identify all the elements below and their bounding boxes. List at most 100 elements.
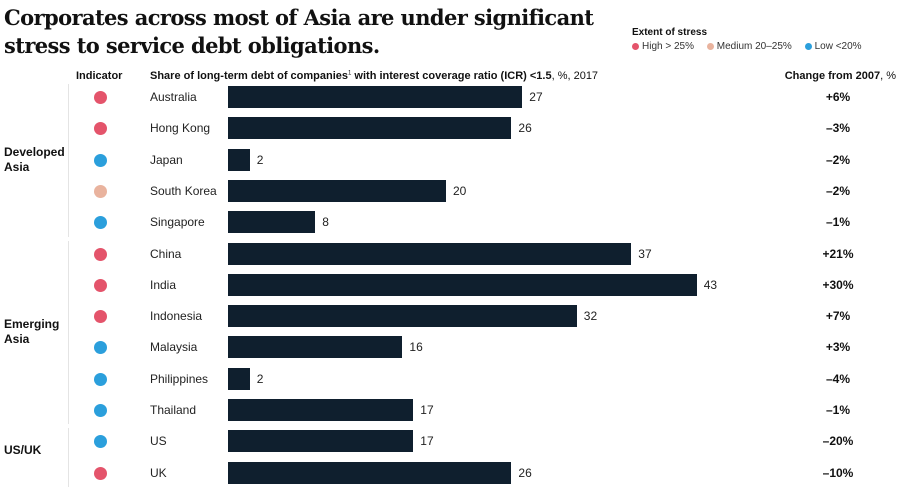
legend-item-high: High > 25% <box>632 41 694 52</box>
table-row: UK 26 –10% <box>0 458 900 489</box>
change-label: –2% <box>825 152 851 167</box>
change-header: Change from 2007, % <box>785 70 896 82</box>
bar <box>228 117 512 140</box>
country-label: South Korea <box>150 183 217 198</box>
stress-medium-dot-icon <box>94 184 107 198</box>
group-divider <box>68 428 69 487</box>
low-dot-icon <box>804 43 812 50</box>
bar <box>228 430 414 453</box>
group-divider <box>68 240 69 425</box>
table-row: US 17 –20% <box>0 426 900 457</box>
change-header-b: , % <box>880 70 896 82</box>
change-label: –3% <box>825 121 851 136</box>
value-label: 32 <box>583 309 598 324</box>
table-row: India 43 +30% <box>0 270 900 301</box>
change-label: –1% <box>825 215 851 230</box>
bar <box>228 336 403 359</box>
value-label: 17 <box>420 434 434 449</box>
value-label: 2 <box>256 371 264 386</box>
bar <box>228 367 250 390</box>
bar <box>228 305 577 328</box>
legend-label: High > 25% <box>642 41 694 52</box>
stress-low-dot-icon <box>94 404 107 417</box>
table-row: Singapore 8 –1% <box>0 207 900 238</box>
table-row: Indonesia 32 +7% <box>0 301 900 332</box>
group-divider <box>68 84 69 237</box>
value-label: 8 <box>322 215 329 230</box>
legend-item-medium: Medium 20–25% <box>706 41 792 52</box>
country-label: Indonesia <box>150 309 203 324</box>
stress-low-dot-icon <box>94 341 107 355</box>
value-label: 27 <box>529 90 543 104</box>
change-label: +21% <box>822 246 854 261</box>
table-row: South Korea 20 –2% <box>0 176 900 207</box>
footnote-mark: 1 <box>348 70 352 77</box>
country-label: Malaysia <box>150 340 198 355</box>
bar <box>228 273 697 296</box>
table-row: Australia 27 +6% <box>0 82 900 113</box>
change-label: –2% <box>825 183 851 198</box>
country-label: India <box>150 277 177 292</box>
stress-high-dot-icon <box>94 310 107 324</box>
medium-dot-icon <box>706 43 714 50</box>
group-label: US/UK <box>4 442 42 457</box>
value-label: 26 <box>518 121 532 136</box>
legend-item-low: Low <20% <box>804 41 862 52</box>
country-label: Thailand <box>150 403 197 417</box>
share-header: Share of long-term debt of companies1 wi… <box>150 70 598 82</box>
bar <box>228 179 446 202</box>
legend-title: Extent of stress <box>632 27 708 38</box>
table-row: China 37 +21% <box>0 239 900 270</box>
stress-high-dot-icon <box>94 247 107 261</box>
value-label: 26 <box>518 465 532 480</box>
table-row: Philippines 2 –4% <box>0 364 900 395</box>
value-label: 20 <box>453 183 467 198</box>
stress-high-dot-icon <box>94 122 107 136</box>
legend-label: Low <20% <box>814 41 862 52</box>
share-header-a: Share of long-term debt of companies <box>150 70 349 82</box>
high-dot-icon <box>632 43 639 50</box>
value-label: 37 <box>638 246 652 261</box>
country-label: Australia <box>150 90 197 104</box>
bar <box>228 211 316 234</box>
indicator-header: Indicator <box>76 70 123 82</box>
country-label: China <box>150 246 182 261</box>
bar <box>228 242 632 265</box>
stress-high-dot-icon <box>94 278 107 292</box>
legend: Extent of stress High > 25% Medium 20–25… <box>632 27 872 53</box>
country-label: UK <box>150 465 167 480</box>
change-label: +30% <box>822 277 854 292</box>
chart-title: Corporates across most of Asia are under… <box>4 5 594 58</box>
share-header-c: , %, 2017 <box>551 70 599 82</box>
stress-high-dot-icon <box>94 91 107 104</box>
country-label: Singapore <box>150 215 205 230</box>
share-header-b: with interest coverage ratio (ICR) <1.5 <box>351 70 552 82</box>
table-row: Hong Kong 26 –3% <box>0 113 900 144</box>
value-label: 16 <box>409 340 423 355</box>
change-header-a: Change from 2007 <box>784 70 881 82</box>
stress-high-dot-icon <box>94 466 107 480</box>
country-label: Japan <box>150 152 183 167</box>
change-label: +3% <box>825 340 851 355</box>
country-label: US <box>150 434 167 449</box>
change-label: –4% <box>825 371 851 386</box>
legend-label: Medium 20–25% <box>716 41 792 52</box>
value-label: 2 <box>256 152 264 167</box>
bar <box>228 148 250 171</box>
country-label: Philippines <box>150 371 209 386</box>
table-row: Japan 2 –2% <box>0 145 900 176</box>
stress-low-dot-icon <box>94 153 107 167</box>
stress-low-dot-icon <box>94 372 107 386</box>
value-label: 17 <box>420 403 434 417</box>
change-label: –20% <box>822 434 854 449</box>
value-label: 43 <box>703 277 718 292</box>
group-label: Developed Asia <box>4 145 65 175</box>
bar <box>228 399 414 421</box>
change-label: –10% <box>822 465 854 480</box>
stress-low-dot-icon <box>94 435 107 449</box>
table-row: Thailand 17 –1% <box>0 395 900 426</box>
stress-low-dot-icon <box>94 216 107 230</box>
change-label: +7% <box>825 309 851 324</box>
country-label: Hong Kong <box>150 121 211 136</box>
bar <box>228 461 512 484</box>
